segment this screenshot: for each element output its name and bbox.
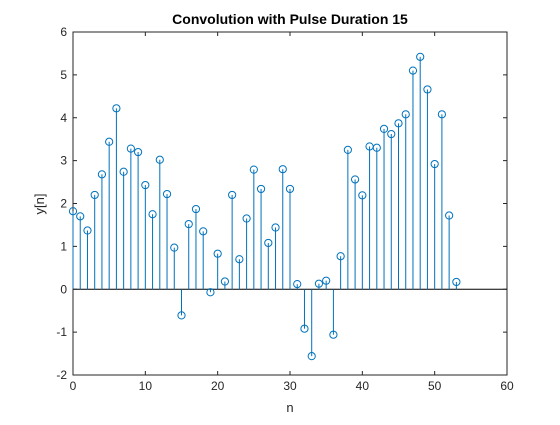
stem-marker bbox=[408, 66, 418, 75]
stem-marker bbox=[379, 124, 389, 133]
stem-marker bbox=[336, 252, 345, 261]
stem-marker bbox=[329, 330, 338, 339]
stem-marker bbox=[264, 238, 273, 248]
x-tick-label: 50 bbox=[428, 379, 442, 393]
stem-marker bbox=[358, 191, 367, 200]
stem-marker bbox=[416, 52, 425, 61]
stem-marker bbox=[134, 147, 143, 157]
x-axis-label: n bbox=[286, 400, 293, 415]
stem-marker bbox=[148, 210, 157, 219]
x-tick-label: 10 bbox=[139, 379, 153, 393]
stem-marker bbox=[256, 184, 266, 194]
stem-marker bbox=[162, 189, 172, 199]
y-tick-label: -1 bbox=[56, 325, 67, 339]
stem-marker bbox=[322, 276, 331, 285]
stem-marker bbox=[83, 226, 92, 235]
y-tick-label: 1 bbox=[60, 239, 67, 253]
stem-marker bbox=[68, 207, 78, 216]
stem-marker bbox=[213, 249, 222, 258]
stem-marker bbox=[249, 165, 258, 174]
stem-marker bbox=[119, 167, 128, 176]
stem-marker bbox=[351, 175, 360, 184]
chart-title: Convolution with Pulse Duration 15 bbox=[172, 11, 408, 27]
stem-marker bbox=[343, 145, 352, 155]
stem-marker bbox=[235, 255, 244, 264]
stem-marker bbox=[105, 137, 114, 146]
x-tick-label: 30 bbox=[283, 379, 297, 393]
stem-marker bbox=[401, 110, 410, 119]
stem-marker bbox=[141, 180, 150, 190]
stem-marker bbox=[220, 277, 229, 286]
stem-marker bbox=[199, 227, 208, 236]
stem-marker bbox=[300, 324, 309, 333]
stem-marker bbox=[242, 214, 251, 223]
stem-marker bbox=[271, 223, 280, 232]
x-tick-label: 0 bbox=[70, 379, 77, 393]
y-axis-label: y[n] bbox=[32, 194, 47, 215]
stem-marker bbox=[372, 143, 381, 152]
stem-marker bbox=[97, 170, 107, 179]
stem-marker bbox=[307, 352, 316, 361]
y-tick-label: 5 bbox=[60, 68, 67, 82]
stem-marker bbox=[430, 159, 439, 169]
stem-marker bbox=[184, 219, 193, 229]
stem-marker bbox=[387, 129, 396, 139]
stem-marker bbox=[423, 85, 432, 94]
stem-marker bbox=[90, 190, 99, 200]
stem-marker bbox=[170, 243, 179, 252]
x-tick-label: 60 bbox=[500, 379, 514, 393]
y-tick-label: 6 bbox=[60, 25, 67, 39]
stem-marker bbox=[76, 212, 85, 221]
x-tick-label: 20 bbox=[211, 379, 225, 393]
stem-marker bbox=[155, 155, 164, 164]
stem-marker bbox=[177, 311, 186, 320]
y-tick-label: 2 bbox=[60, 197, 67, 211]
stem-marker bbox=[293, 280, 302, 289]
y-tick-label: 4 bbox=[60, 111, 67, 125]
stem-marker bbox=[285, 184, 295, 194]
stem-marker bbox=[126, 144, 135, 153]
y-tick-label: -2 bbox=[56, 368, 67, 382]
stem-marker bbox=[278, 165, 287, 174]
x-tick-label: 40 bbox=[356, 379, 370, 393]
stem-marker bbox=[112, 104, 121, 113]
stem-marker bbox=[445, 211, 454, 220]
stem-marker bbox=[437, 110, 446, 119]
y-tick-label: 3 bbox=[60, 154, 67, 168]
stem-marker bbox=[394, 119, 403, 128]
stem-marker bbox=[191, 204, 201, 214]
stem-marker bbox=[452, 277, 461, 287]
stem-marker bbox=[314, 279, 324, 288]
stem-marker bbox=[228, 190, 237, 200]
y-tick-label: 0 bbox=[60, 282, 67, 296]
stem-marker bbox=[206, 288, 215, 297]
